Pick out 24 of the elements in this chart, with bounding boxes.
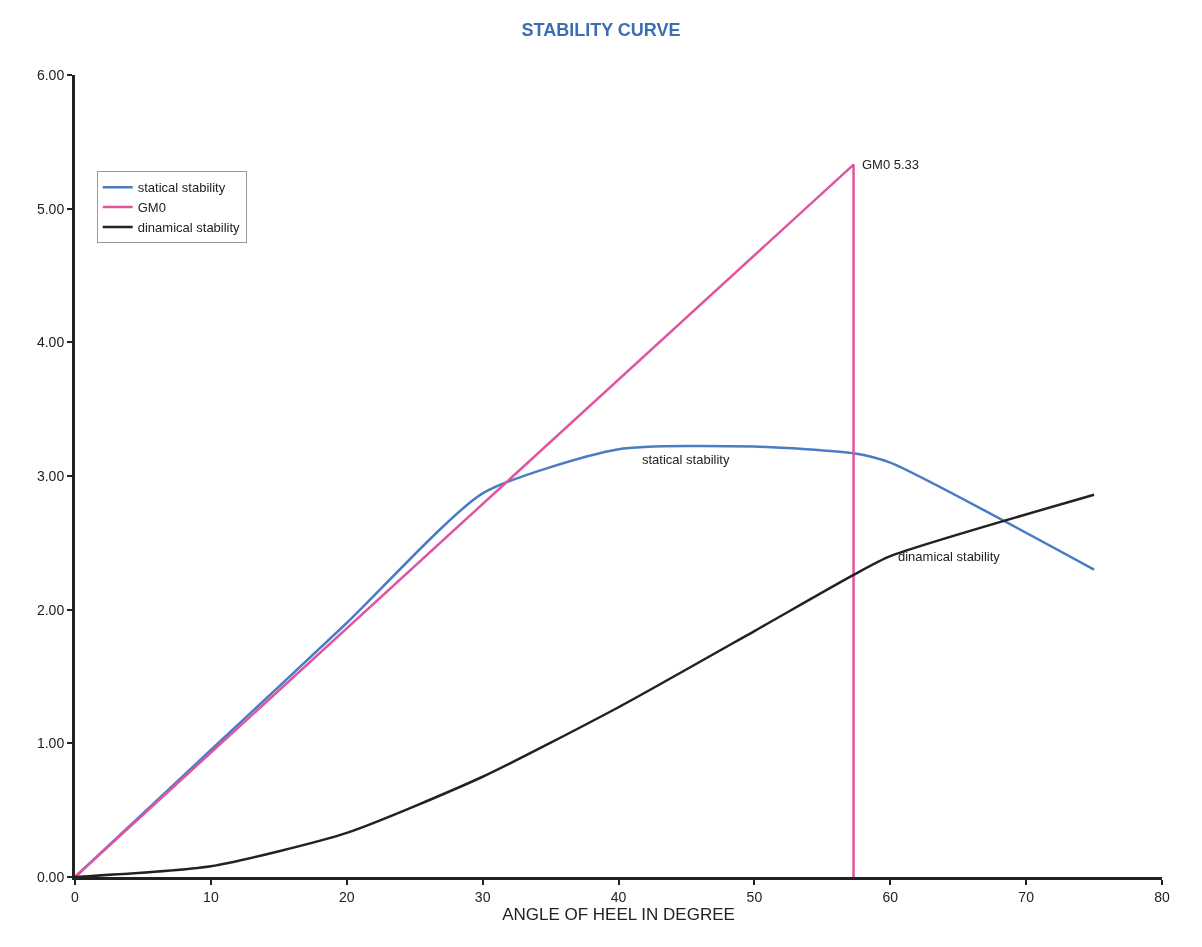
legend-label: statical stability [137,180,226,196]
annotation: dinamical stability [898,549,1001,564]
x-tick-label: 20 [338,888,355,905]
x-tick-label: 30 [474,888,491,905]
y-tick-label: 2.00 [36,601,65,618]
x-tick-label: 40 [610,888,627,905]
legend-label: GM0 [137,200,166,216]
y-tick-label: 5.00 [36,200,65,217]
y-tick-label: 4.00 [36,334,65,351]
x-tick-label: 70 [1018,888,1035,905]
x-tick-label: 60 [882,888,899,905]
y-tick-label: 6.00 [36,66,65,83]
annotation: GM0 5.33 [862,157,920,172]
annotation: statical stability [642,452,730,467]
x-tick-label: 0 [71,888,80,905]
x-axis-title: ANGLE OF HEEL IN DEGREE [502,904,735,924]
legend-label: dinamical stability [137,220,241,236]
x-tick-label: 50 [746,888,763,905]
y-tick-label: 3.00 [36,467,65,484]
chart-title: STABILITY CURVE [521,20,681,41]
x-tick-label: 10 [203,888,219,905]
y-tick-label: 0.00 [36,868,65,885]
x-tick-label: 80 [1154,888,1170,905]
y-tick-label: 1.00 [36,735,65,752]
